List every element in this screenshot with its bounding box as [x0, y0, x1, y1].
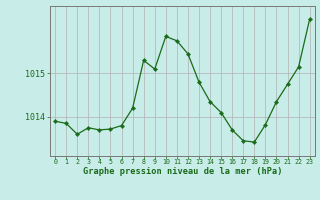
X-axis label: Graphe pression niveau de la mer (hPa): Graphe pression niveau de la mer (hPa) — [83, 167, 282, 176]
